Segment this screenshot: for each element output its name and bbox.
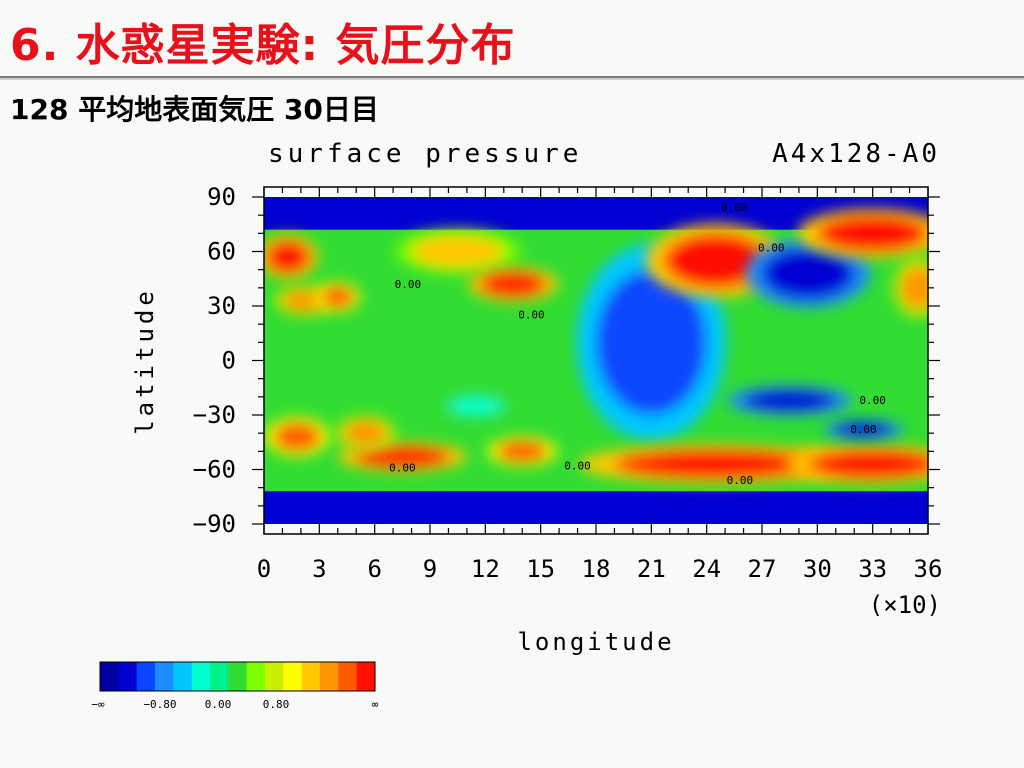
y-axis-label: latitude [131,287,159,435]
field-region [315,282,361,312]
colorbar-swatch [173,662,193,691]
field-region [893,258,928,318]
colorbar-swatch [338,662,358,691]
field-region [438,393,514,419]
x-tick-label: 24 [692,555,721,583]
colorbar-swatch [301,662,321,691]
contour-label: 0.00 [564,460,591,473]
x-tick-label: 15 [526,555,555,583]
pressure-field [264,197,928,524]
contour-labels: 0.00 0.00 0.00 0.00 0.00 0.00 0.00 0.00 0.00 [389,202,886,487]
x-tick-label: 9 [423,555,437,583]
colorbar-swatch [210,662,229,691]
colorbar-swatch [136,662,156,691]
contour-label: 0.00 [850,423,877,436]
contour-label: 0.00 [758,242,785,255]
x-tick-label: 27 [748,555,777,583]
contour-label: 0.00 [389,461,416,474]
x-axis-ticks: 0 3 6 9 12 15 18 21 24 27 30 33 36 [257,187,943,583]
y-tick-label: 0 [222,347,236,375]
x-tick-label: 12 [471,555,500,583]
field-region [578,444,853,484]
x-tick-label: 33 [858,555,887,583]
colorbar: −∞ −0.80 0.00 0.80 ∞ [91,661,379,711]
polar-band-south [264,491,928,524]
x-tick-label: 0 [257,555,271,583]
colorbar-swatch [320,662,339,691]
x-tick-label: 3 [312,555,326,583]
y-tick-label: 60 [207,238,236,266]
contour-label: 0.00 [727,474,754,487]
slide-title: 6. 水惑星実験: 気圧分布 [10,20,516,71]
colorbar-swatch [118,662,138,691]
x-tick-label: 36 [914,555,943,583]
field-region [823,419,904,440]
x-tick-label: 21 [637,555,666,583]
field-region [487,436,558,467]
colorbar-swatch [246,662,266,691]
colorbar-swatch [356,662,376,691]
contour-label: 0.00 [859,394,886,407]
field-region [395,229,520,274]
colorbar-swatch [155,662,174,691]
field-region [727,385,852,416]
colorbar-tick-label: ∞ [372,698,379,711]
field-region [797,208,928,258]
y-tick-label: −30 [193,401,236,429]
x-tick-label: 30 [803,555,832,583]
title-divider [0,76,1024,80]
chart-title: surface pressure [268,139,582,169]
x-axis-label: longitude [517,628,674,656]
contour-label: 0.00 [395,278,422,291]
y-tick-label: 30 [207,292,236,320]
colorbar-swatch [265,662,284,691]
colorbar-swatch [228,662,248,691]
y-tick-label: 90 [207,183,236,211]
run-label: A4x128-A0 [772,139,940,169]
field-region [468,267,558,302]
y-axis-ticks: 90 60 30 0 −30 −60 −90 [193,183,940,538]
x-scale-note: (×10) [869,591,941,619]
colorbar-swatch [283,662,303,691]
contour-label: 0.00 [518,309,545,322]
y-tick-label: −90 [193,510,236,538]
colorbar-tick-label: 0.00 [205,698,232,711]
field-region [335,415,396,451]
colorbar-tick-label: 0.80 [263,698,290,711]
field-region [745,238,871,308]
field-region [264,234,318,280]
x-tick-label: 6 [367,555,381,583]
colorbar-tick-label: −0.80 [143,698,176,711]
field-region [264,417,330,457]
slide-subtitle: 128 平均地表面気圧 30日目 [10,93,379,126]
y-tick-label: −60 [193,456,236,484]
colorbar-swatch [100,662,119,691]
colorbar-swatch [191,662,211,691]
colorbar-tick-label: −∞ [91,698,105,711]
contour-label: 0.00 [721,202,748,215]
x-tick-label: 18 [582,555,611,583]
colorbar-border [99,661,376,692]
field-region [785,444,928,484]
